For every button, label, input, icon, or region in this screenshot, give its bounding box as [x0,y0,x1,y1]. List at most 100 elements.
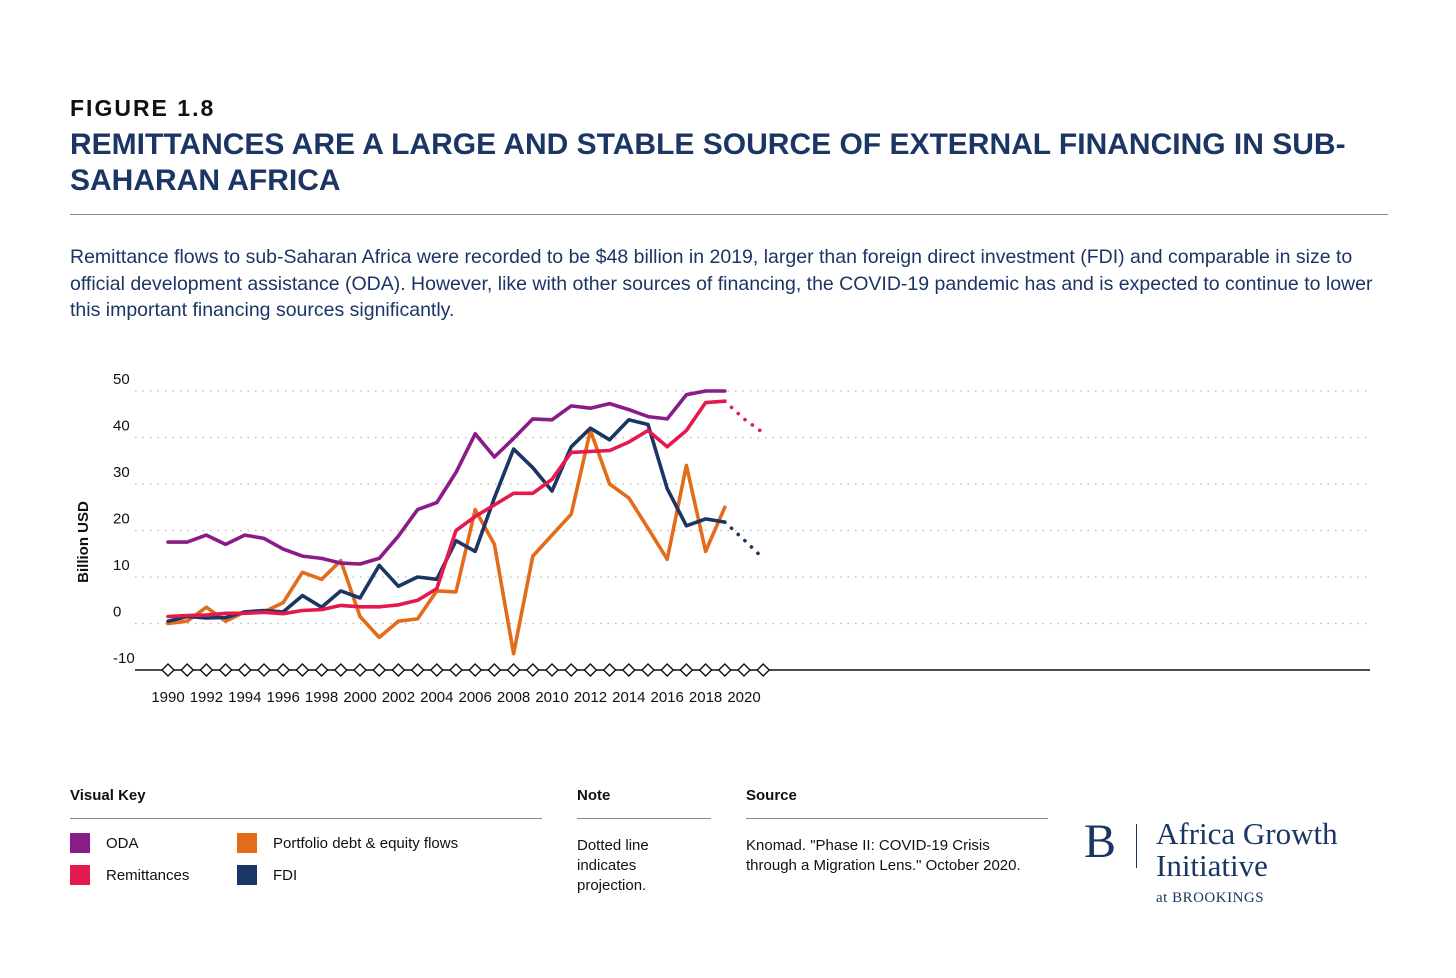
axis-diamond-marker [564,663,579,677]
source-divider [746,818,1048,819]
projection-line-remittances [722,399,766,435]
y-tick-label: 50 [113,371,130,388]
source-heading: Source [746,787,797,804]
x-tick-label: 2008 [497,689,530,706]
axis-diamond-marker [295,663,310,677]
brand-divider [1136,824,1137,868]
axis-diamond-marker [717,663,732,677]
y-tick-label: -10 [113,650,135,667]
axis-diamond-marker [161,663,175,677]
y-tick-label: 40 [113,418,130,435]
x-tick-label: 2012 [574,689,607,706]
brand-name-line1: Africa Growth [1156,816,1338,851]
legend-item-remittances: Remittances [70,865,189,885]
axis-diamond-marker [506,663,521,677]
figure-label: FIGURE 1.8 [70,95,216,121]
projection-line-fdi [722,520,766,561]
axis-diamond-marker [583,663,598,677]
figure-title: REMITTANCES ARE A LARGE AND STABLE SOURC… [70,128,1346,197]
series-line-remittances [166,399,727,619]
y-tick-label: 10 [113,557,130,574]
x-tick-label: 1996 [267,689,300,706]
source-line: through a Migration Lens." October 2020. [746,857,1021,874]
axis-diamond-marker [237,663,252,677]
axis-diamond-marker [218,663,233,677]
x-tick-label: 2010 [535,689,568,706]
remittances-swatch [70,865,90,885]
note-line: indicates [577,857,637,874]
axis-diamond-marker [621,663,636,677]
legend-label-oda: ODA [106,834,139,852]
x-tick-label: 1998 [305,689,338,706]
line-chart: -100102030405060199019921994199619982000… [75,371,1370,706]
legend-item-portfolio: Portfolio debt & equity flows [237,833,458,853]
legend-item-fdi: FDI [237,865,297,885]
x-tick-label: 2006 [459,689,492,706]
axis-diamond-marker [372,663,387,677]
axis-diamond-marker [525,663,540,677]
note-text: Dotted line indicates projection. [577,836,649,896]
y-axis-label: Billion USD [75,501,92,583]
series-line-portfolio-debt-equity-flows [166,428,727,656]
axis-diamond-marker [180,663,195,677]
axis-diamond-marker [333,663,348,677]
gridlines [135,390,1370,625]
note-divider [577,818,711,819]
axis-diamond-marker [199,663,214,677]
axis-diamond-marker [410,663,425,677]
portfolio-swatch [237,833,257,853]
brand-name: Africa Growth Initiative [1156,818,1416,882]
source-line: Knomad. "Phase II: COVID-19 Crisis [746,837,990,854]
figure-subtitle: Remittance flows to sub-Saharan Africa w… [70,246,1373,321]
axis-diamond-marker [429,663,444,677]
x-tick-label: 2018 [689,689,722,706]
x-tick-label: 2016 [651,689,684,706]
visual-key-heading: Visual Key [70,787,146,804]
axis-diamond-marker [602,663,617,677]
legend-label-fdi: FDI [273,866,298,884]
y-tick-label: 20 [113,511,130,528]
x-tick-label: 1990 [151,689,184,706]
axis-diamond-marker [545,663,559,677]
brand-name-line2: Initiative [1156,848,1268,883]
note-line: projection. [577,877,647,894]
x-tick-label: 2020 [727,689,760,706]
legend-label-remittances: Remittances [106,866,190,884]
axis-diamond-marker [487,663,502,677]
axis-diamond-marker [737,663,751,677]
fdi-swatch [237,865,257,885]
title-divider [70,214,1388,215]
axis-diamond-marker [314,663,329,677]
x-tick-label: 2002 [382,689,415,706]
axis-diamond-marker [276,663,291,677]
brookings-logo: B Africa Growth Initiative at BROOKINGS [1084,815,1404,908]
axis-diamond-marker [679,663,694,677]
source-text: Knomad. "Phase II: COVID-19 Crisis throu… [746,836,1021,876]
axis-diamond-marker [660,663,675,677]
axis-diamond-marker [353,663,367,677]
x-tick-label: 2004 [420,689,453,706]
axis-diamond-marker [641,663,655,677]
x-tick-label: 2014 [612,689,645,706]
legend-item-oda: ODA [70,833,139,853]
visual-key-divider [70,818,542,819]
axis-diamond-marker [391,663,406,677]
x-tick-label: 2000 [343,689,376,706]
series-lines [166,389,766,656]
legend-label-portfolio: Portfolio debt & equity flows [273,834,459,852]
note-heading: Note [577,787,611,804]
axis-diamond-marker [257,663,271,677]
axis-diamond-marker [449,663,463,677]
axes: -100102030405060199019921994199619982000… [113,371,1370,706]
x-tick-label: 1992 [190,689,223,706]
axis-diamond-marker [756,663,771,677]
axis-diamond-marker [468,663,483,677]
x-tick-label: 1994 [228,689,261,706]
oda-swatch [70,833,90,853]
y-tick-label: 30 [113,464,130,481]
series-line-oda [166,389,727,566]
brand-mark: B [1084,815,1117,868]
y-tick-label: 0 [113,604,121,621]
axis-diamond-marker [698,663,713,677]
note-line: Dotted line [577,837,649,854]
